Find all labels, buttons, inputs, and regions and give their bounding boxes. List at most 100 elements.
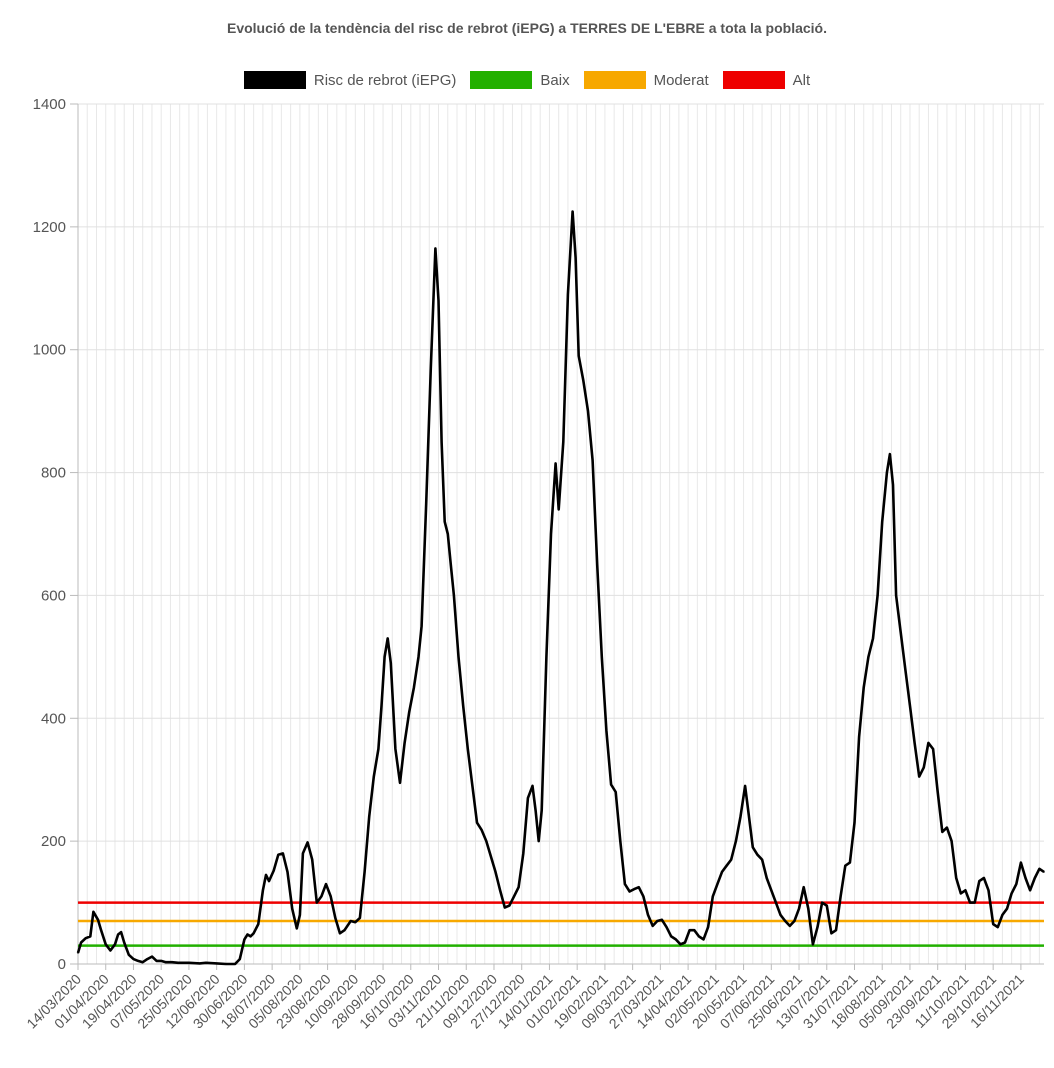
data-point [913,742,916,744]
data-point [467,748,469,750]
data-point [619,840,622,842]
y-tick-label: 1200 [33,219,66,236]
data-point [946,826,948,829]
data-point [698,935,700,938]
data-point [403,742,406,744]
data-point [978,880,981,882]
data-point [601,656,603,658]
data-point [807,907,810,910]
data-point [826,904,828,907]
data-point [272,869,275,872]
data-point [675,938,677,941]
data-point [1010,892,1013,895]
data-point [881,520,883,523]
data-point [262,889,264,892]
data-point [849,861,851,864]
data-point [462,705,465,707]
legend-swatch-alt [722,71,785,89]
data-point [171,961,173,963]
data-point [679,943,682,946]
data-point [311,858,314,861]
data-point [368,815,371,818]
y-tick-label: 0 [58,956,66,973]
data-point [377,748,380,750]
data-point [534,809,537,812]
data-point [234,963,236,965]
data-point [104,943,107,946]
data-point [1043,871,1045,873]
data-point [918,775,920,778]
data-point [964,889,967,892]
data-point [1006,907,1008,910]
data-point [960,892,962,895]
data-point [969,901,971,904]
data-point [296,927,298,930]
data-point [725,864,728,867]
legend-item-iepg[interactable]: Risc de rebrot (iEPG) [243,71,456,89]
data-point [909,705,911,707]
data-point [554,462,557,465]
data-point [329,895,332,898]
data-point [739,815,742,818]
data-point [712,895,714,898]
data-point [373,775,375,778]
data-point [941,831,944,833]
data-point [812,943,814,946]
data-point [571,210,574,213]
data-point [770,889,773,892]
data-point [661,919,663,921]
data-point [647,914,649,916]
data-point [665,926,668,928]
data-point [872,637,874,640]
data-point [151,955,153,958]
data-point [596,563,598,566]
legend-label-baix: Baix [540,71,570,89]
data-point [77,952,79,954]
legend-item-baix[interactable]: Baix [470,71,570,89]
data-point [904,668,907,670]
data-point [117,933,119,936]
data-point [249,935,252,938]
data-point [132,958,135,960]
data-point [413,686,415,689]
data-point [299,914,301,916]
data-point [252,932,255,935]
data-point [363,871,366,873]
data-point [784,920,786,922]
data-point [642,895,645,898]
data-point [306,841,309,844]
data-point [927,742,930,744]
data-point [109,949,112,952]
data-point [936,791,939,793]
data-point [490,855,492,858]
data-point [325,883,327,885]
data-point [853,821,856,824]
data-point [756,853,759,856]
legend-label-moderat: Moderat [653,71,709,89]
data-point [684,941,686,944]
legend-item-alt[interactable]: Alt [722,71,810,89]
data-point [302,852,304,855]
legend-item-moderat[interactable]: Moderat [583,71,709,89]
data-point [587,410,589,412]
data-point [399,782,401,784]
data-point [437,299,440,302]
data-point [517,886,520,888]
data-point [257,923,260,925]
data-point [1034,877,1036,879]
data-point [955,877,957,879]
data-point [633,888,635,890]
series-line-iepg [76,210,1045,966]
data-point [775,901,777,904]
data-point [747,809,749,812]
data-point [188,962,190,964]
y-tick-label: 400 [41,710,66,727]
data-point [499,889,501,892]
data-point [480,829,483,831]
data-point [540,809,543,812]
data-point [440,441,443,443]
data-point [545,656,548,658]
data-point [198,962,201,965]
data-point [567,293,569,296]
